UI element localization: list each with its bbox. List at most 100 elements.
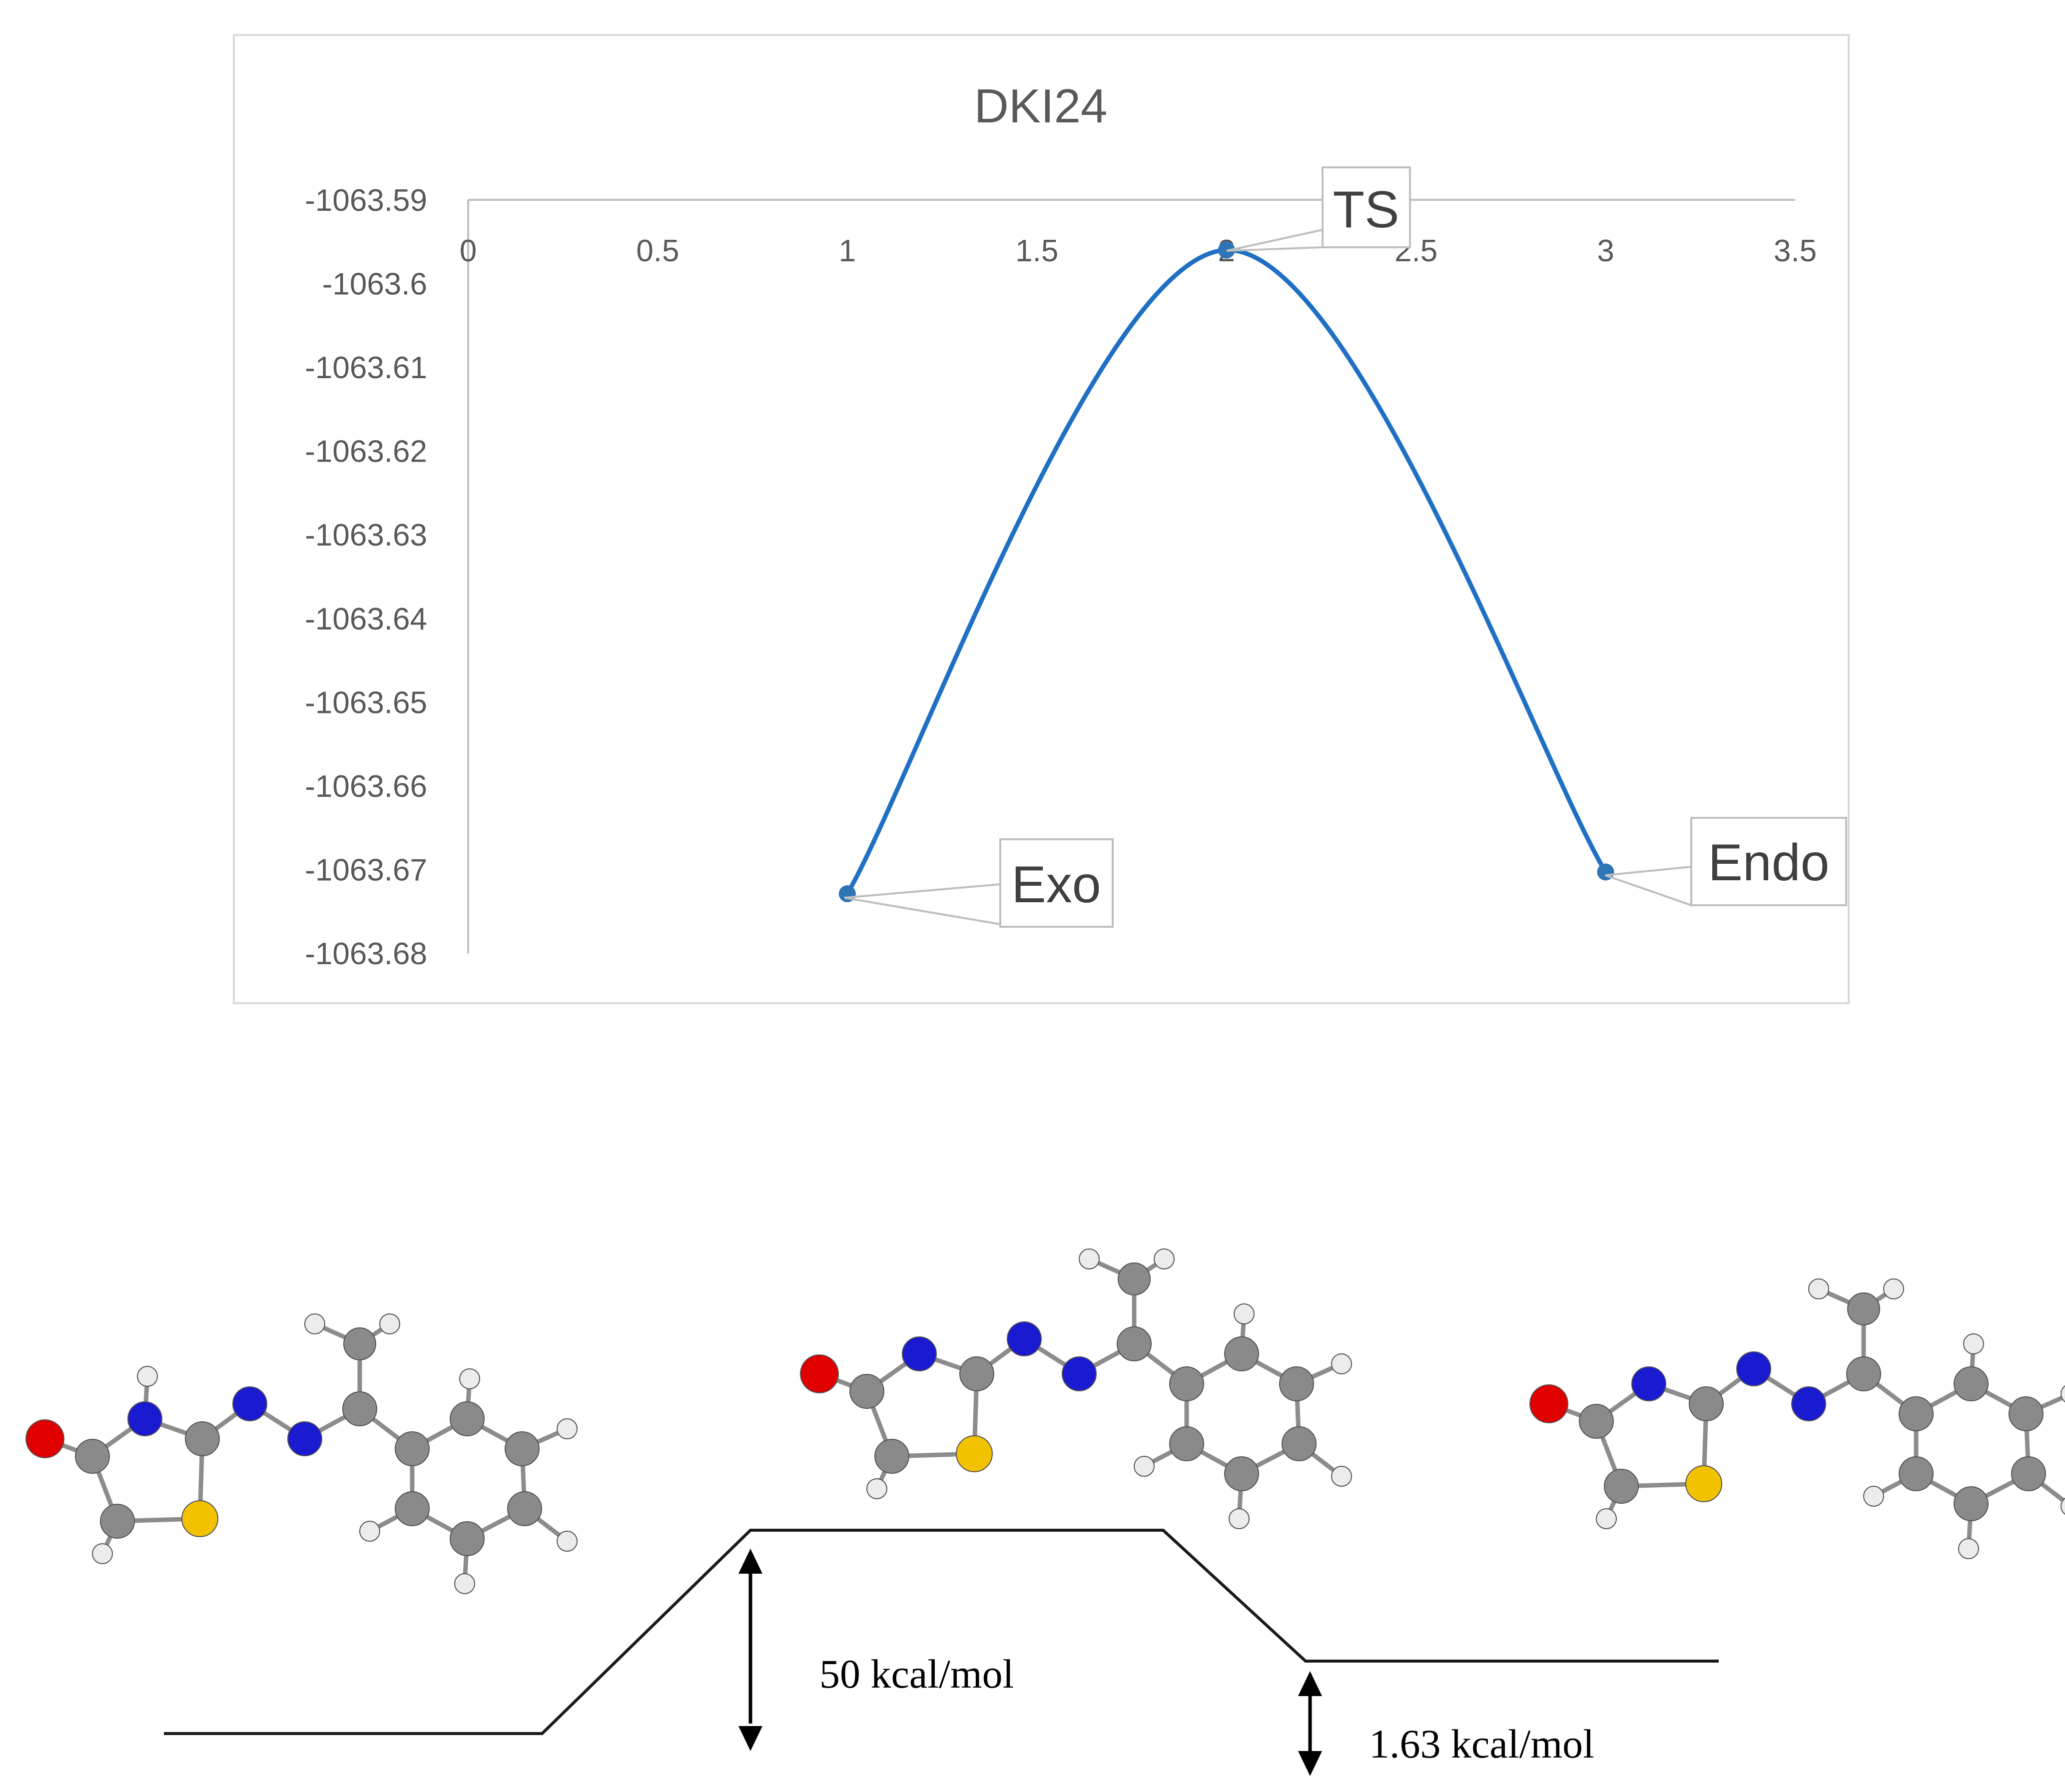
y-tick-label: -1063.68 bbox=[305, 937, 427, 971]
ts-atom-carbon bbox=[1224, 1456, 1259, 1491]
exo-atom-carbon bbox=[395, 1431, 430, 1466]
callout-ts: TS bbox=[1226, 166, 1411, 252]
exo-atom-sulfur bbox=[181, 1500, 218, 1537]
ts-atom-hydrogen bbox=[1134, 1456, 1155, 1477]
endo-atom-hydrogen bbox=[1883, 1278, 1904, 1299]
ts-atom-carbon bbox=[849, 1374, 884, 1409]
exo-atom-carbon bbox=[343, 1327, 376, 1360]
point-label-endo: Endo bbox=[1708, 834, 1830, 892]
y-tick-label: -1063.6 bbox=[322, 267, 427, 302]
exo-atom-nitrogen bbox=[127, 1401, 162, 1436]
point-label-exo: Exo bbox=[1011, 856, 1101, 914]
endo-atom-carbon bbox=[2009, 1396, 2044, 1431]
barrier-arrow-head-bottom bbox=[738, 1726, 762, 1751]
ts-atom-carbon bbox=[1282, 1426, 1317, 1461]
energy-chart: DKI24 00.511.522.533.5 -1063.59-1063.6-1… bbox=[233, 34, 1850, 1004]
exo-atom-carbon bbox=[185, 1421, 220, 1456]
endo-atom-hydrogen bbox=[1963, 1333, 1984, 1354]
ts-atom-hydrogen bbox=[1154, 1248, 1175, 1269]
exo-atom-hydrogen bbox=[137, 1366, 158, 1387]
callout-ts-box bbox=[1322, 166, 1411, 248]
endo-atom-carbon bbox=[1846, 1356, 1881, 1391]
difference-arrow-head-top bbox=[1298, 1671, 1322, 1696]
x-tick-label: 0 bbox=[460, 234, 477, 268]
ts-atom-carbon bbox=[959, 1356, 994, 1391]
endo-atom-carbon bbox=[1954, 1486, 1989, 1521]
x-tick-label: 3 bbox=[1597, 234, 1614, 268]
ts-atom-carbon bbox=[1169, 1426, 1204, 1461]
callout-exo-box bbox=[999, 838, 1114, 928]
exo-atom-hydrogen bbox=[557, 1531, 578, 1552]
barrier-energy-label: 50 kcal/mol bbox=[819, 1651, 1014, 1697]
exo-atom-carbon bbox=[450, 1401, 485, 1436]
exo-atom-carbon bbox=[395, 1491, 430, 1526]
ts-atom-carbon bbox=[874, 1439, 909, 1474]
x-tick-label: 1.5 bbox=[1015, 234, 1058, 268]
exo-atom-hydrogen bbox=[92, 1543, 113, 1564]
exo-atom-hydrogen bbox=[379, 1313, 400, 1334]
y-tick-label: -1063.66 bbox=[305, 769, 427, 804]
reaction-profile: 50 kcal/mol 1.63 kcal/mol bbox=[164, 1529, 1719, 1776]
endo-atom-hydrogen bbox=[1958, 1538, 1979, 1559]
endo-atom-carbon bbox=[1899, 1396, 1934, 1431]
x-tick-label: 3.5 bbox=[1774, 234, 1817, 268]
endo-atom-carbon bbox=[1954, 1366, 1989, 1401]
endo-atom-hydrogen bbox=[2061, 1385, 2065, 1403]
ts-atom-nitrogen bbox=[902, 1336, 937, 1371]
difference-arrow-head-bottom bbox=[1298, 1751, 1322, 1776]
endo-atom-nitrogen bbox=[1736, 1351, 1771, 1386]
ts-molecule-structure bbox=[800, 1248, 1352, 1529]
endo-atom-carbon bbox=[1899, 1456, 1934, 1491]
x-tick-label: 1 bbox=[839, 234, 856, 268]
endo-atom-nitrogen bbox=[1791, 1386, 1826, 1421]
ts-atom-hydrogen bbox=[1331, 1466, 1352, 1487]
exo-atom-carbon bbox=[75, 1439, 110, 1474]
endo-atom-carbon bbox=[2011, 1456, 2046, 1491]
ts-atom-carbon bbox=[1118, 1262, 1151, 1295]
ts-atom-sulfur bbox=[956, 1435, 993, 1472]
exo-atom-carbon bbox=[100, 1504, 135, 1539]
exo-molecule-structure bbox=[25, 1313, 578, 1594]
ts-atom-oxygen bbox=[800, 1354, 839, 1393]
ts-atom-nitrogen bbox=[1062, 1356, 1097, 1391]
endo-atom-hydrogen bbox=[1863, 1486, 1884, 1507]
y-tick-label: -1063.59 bbox=[305, 183, 427, 218]
ts-atom-hydrogen bbox=[1234, 1303, 1255, 1324]
exo-atom-hydrogen bbox=[359, 1521, 380, 1542]
y-tick-label: -1063.67 bbox=[305, 853, 427, 887]
difference-energy-label: 1.63 kcal/mol bbox=[1369, 1721, 1594, 1767]
endo-atom-hydrogen bbox=[1596, 1508, 1617, 1529]
endo-atom-hydrogen bbox=[1808, 1278, 1829, 1299]
endo-atom-hydrogen bbox=[2061, 1497, 2065, 1515]
endo-atom-sulfur bbox=[1685, 1465, 1722, 1502]
exo-atom-hydrogen bbox=[459, 1368, 480, 1389]
y-tick-label: -1063.64 bbox=[305, 602, 427, 636]
exo-atom-oxygen bbox=[25, 1419, 64, 1458]
y-tick-labels: -1063.59 -1063.6 -1063.61 -1063.62 -1063.63 -… bbox=[305, 183, 427, 971]
callout-endo-box bbox=[1690, 817, 1847, 906]
ts-atom-hydrogen bbox=[1079, 1248, 1100, 1269]
y-tick-label: -1063.62 bbox=[305, 435, 427, 469]
exo-atom-hydrogen bbox=[304, 1313, 325, 1334]
y-tick-label: -1063.65 bbox=[305, 685, 427, 720]
exo-atom-carbon bbox=[450, 1521, 485, 1556]
ts-atom-hydrogen bbox=[866, 1478, 887, 1499]
molecule-structures bbox=[25, 1248, 2065, 1594]
endo-atom-oxygen bbox=[1529, 1384, 1568, 1423]
exo-atom-hydrogen bbox=[557, 1418, 578, 1439]
endo-atom-carbon bbox=[1579, 1404, 1614, 1439]
barrier-arrow-head-top bbox=[738, 1549, 762, 1574]
exo-atom-carbon bbox=[342, 1391, 377, 1426]
chart-title: DKI24 bbox=[974, 79, 1108, 133]
exo-atom-carbon bbox=[505, 1431, 540, 1466]
point-label-ts: TS bbox=[1333, 181, 1399, 239]
y-tick-label: -1063.61 bbox=[305, 351, 427, 385]
endo-atom-carbon bbox=[1604, 1469, 1639, 1504]
barrier-arrow bbox=[738, 1549, 762, 1751]
y-tick-label: -1063.63 bbox=[305, 518, 427, 553]
x-tick-label: 0.5 bbox=[636, 234, 679, 268]
endo-molecule-structure bbox=[1529, 1278, 2065, 1559]
exo-atom-hydrogen bbox=[454, 1573, 475, 1594]
x-tick-labels: 00.511.522.533.5 bbox=[460, 234, 1817, 268]
